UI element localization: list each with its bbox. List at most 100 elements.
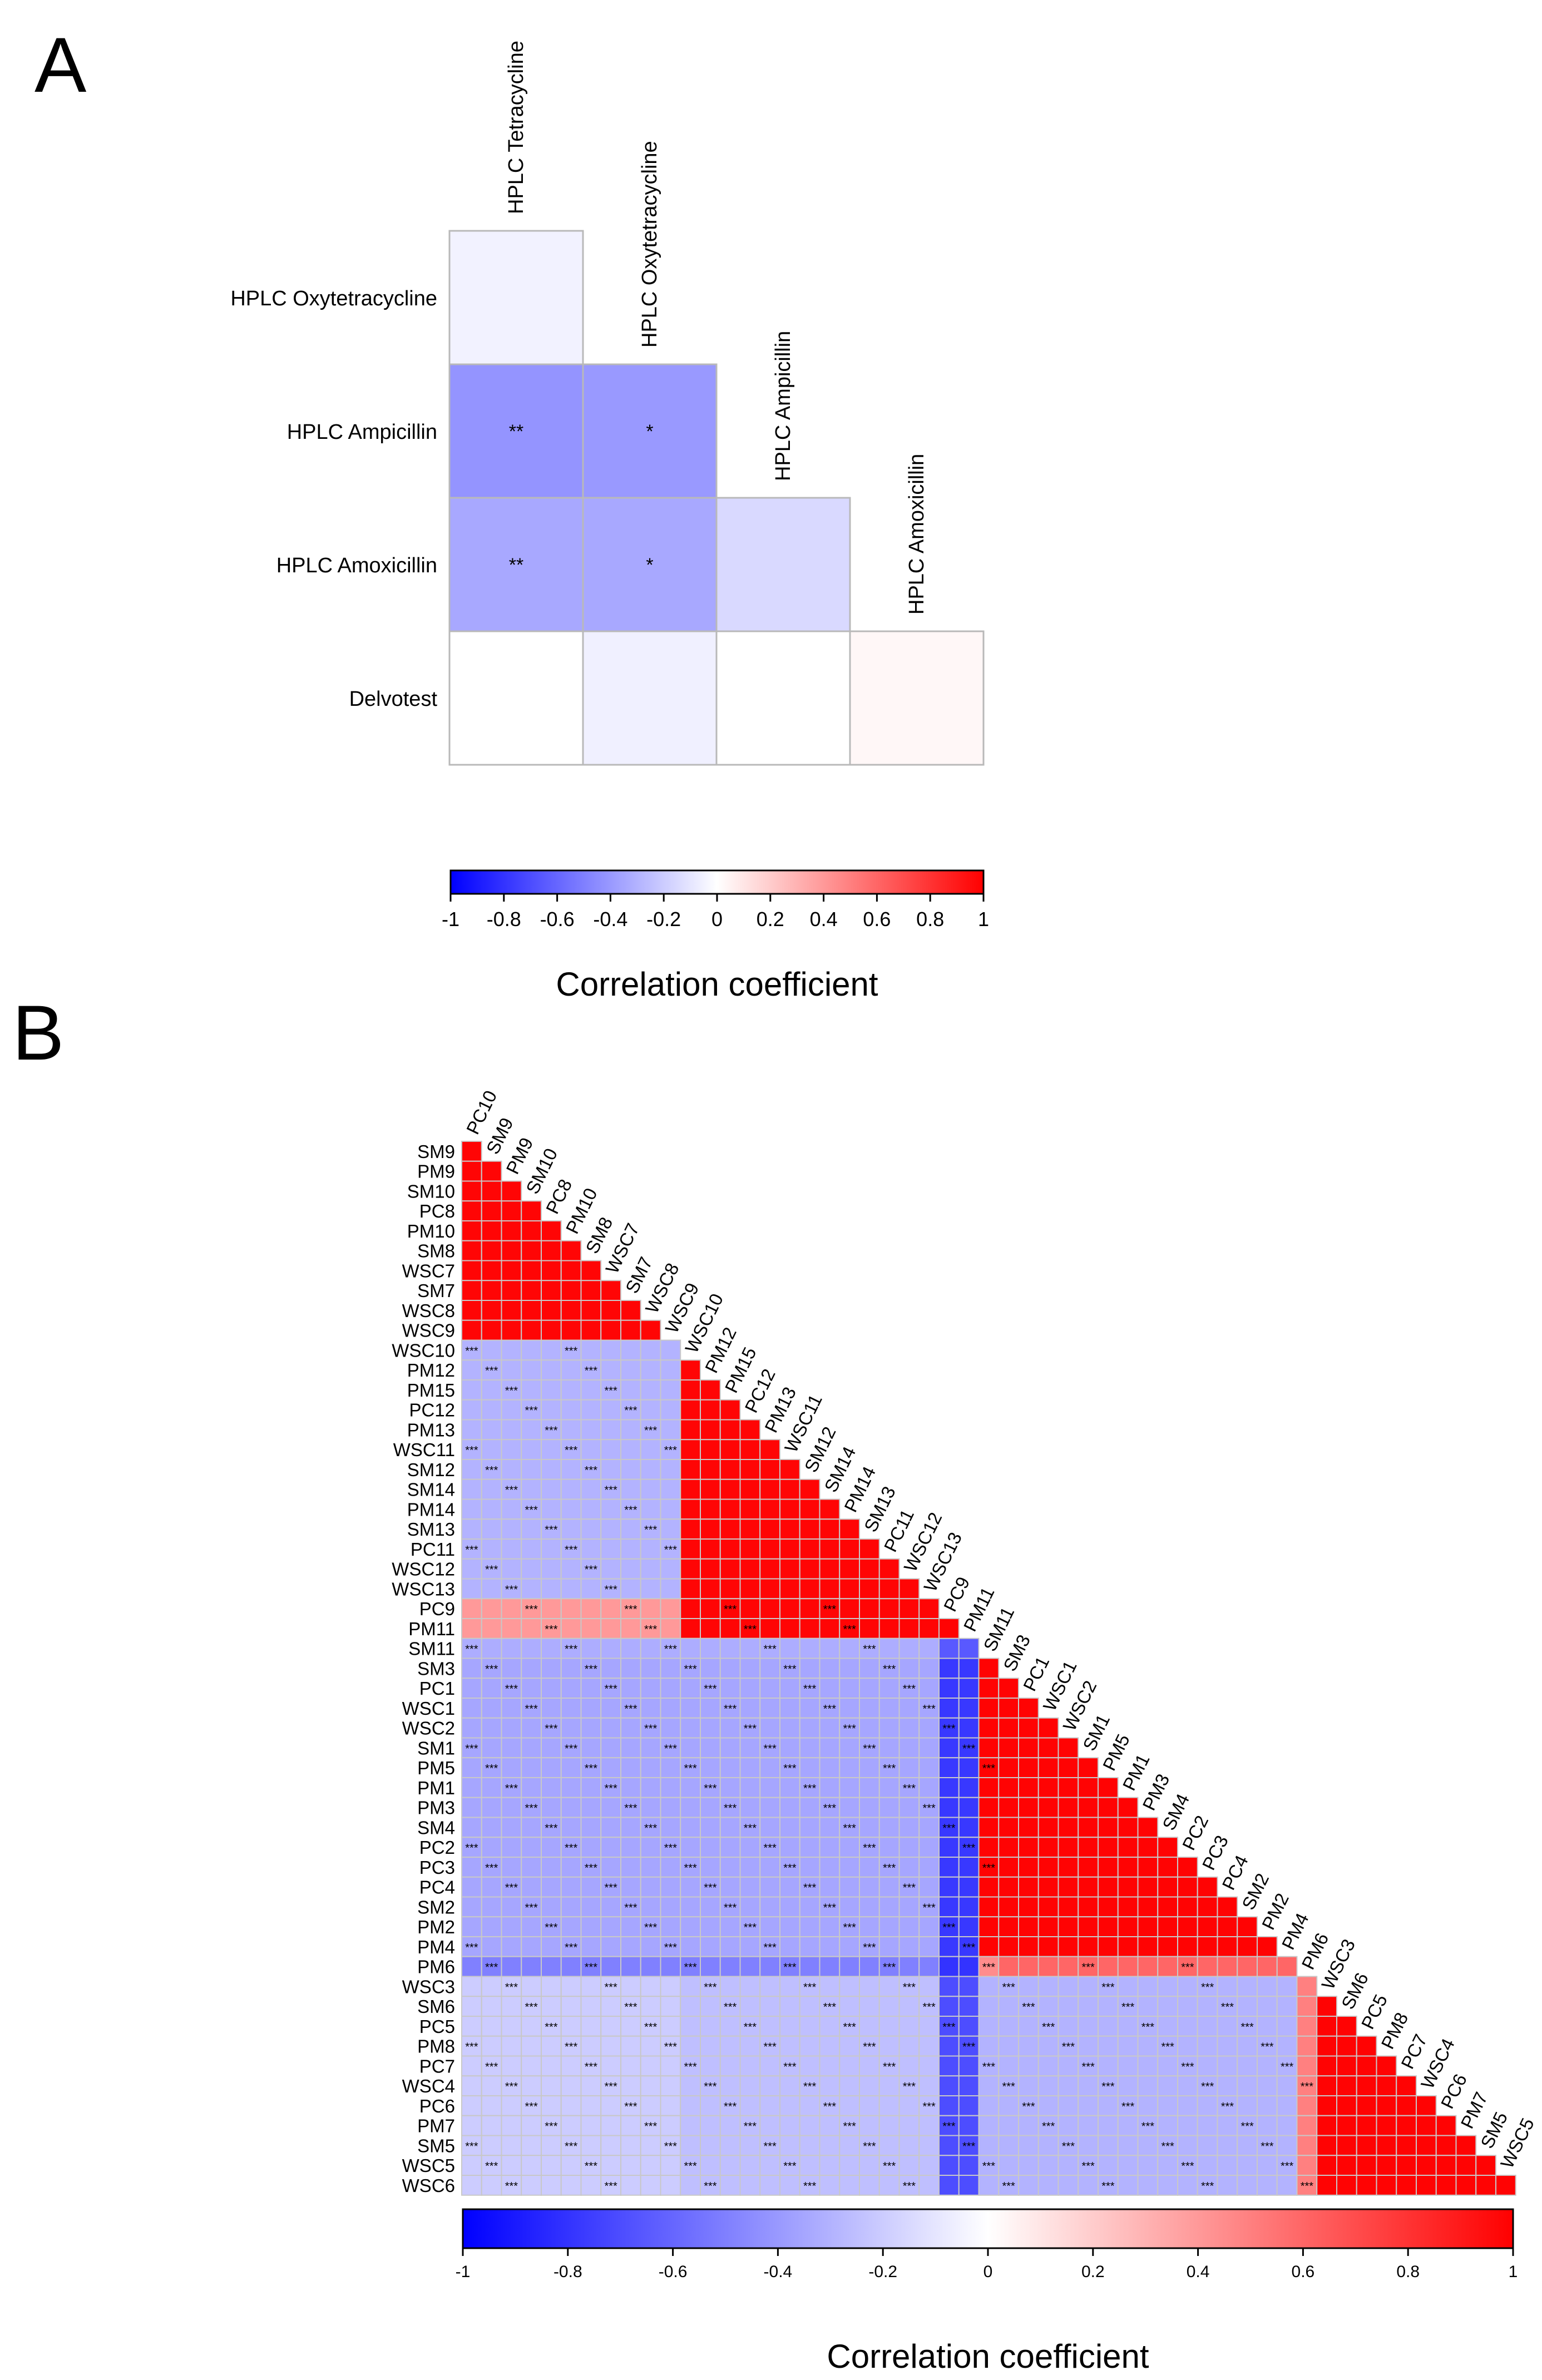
corr-cell xyxy=(1237,2155,1258,2176)
corr-cell xyxy=(600,1837,621,1858)
corr-cell xyxy=(859,1558,880,1580)
corr-cell xyxy=(1037,2135,1059,2156)
corr-cell xyxy=(739,1538,761,1560)
corr-cell xyxy=(799,1996,821,2017)
significance-stars: *** xyxy=(585,1464,598,1477)
corr-cell xyxy=(978,1737,1000,1759)
corr-cell xyxy=(640,1399,661,1421)
corr-cell xyxy=(918,1976,940,1997)
corr-cell xyxy=(819,1637,841,1659)
corr-cell xyxy=(521,1956,542,1977)
corr-cell xyxy=(719,1538,741,1560)
corr-cell xyxy=(859,1956,880,1977)
corr-cell xyxy=(461,1876,482,1898)
corr-cell xyxy=(680,1876,701,1898)
significance-stars: *** xyxy=(585,1862,598,1874)
corr-cell xyxy=(799,1956,821,1977)
corr-cell xyxy=(938,1876,960,1898)
corr-cell xyxy=(501,1359,522,1381)
corr-cell xyxy=(1237,1996,1258,2017)
corr-cell xyxy=(1237,2135,1258,2156)
significance-stars: *** xyxy=(962,2041,976,2054)
corr-cell xyxy=(878,2095,900,2116)
significance-stars: *** xyxy=(803,1882,817,1894)
corr-cell xyxy=(600,1678,621,1699)
corr-cell xyxy=(1157,2115,1178,2136)
significance-stars: *** xyxy=(644,1822,658,1834)
significance-stars: *** xyxy=(803,1783,817,1795)
corr-cell xyxy=(660,2055,681,2077)
corr-cell xyxy=(878,1618,900,1639)
panel-b-cells xyxy=(461,1141,1516,2196)
corr-cell xyxy=(978,1678,1000,1699)
corr-cell xyxy=(839,1637,860,1659)
corr-cell xyxy=(878,1777,900,1798)
corr-cell xyxy=(501,2095,522,2116)
corr-cell xyxy=(799,1698,821,1719)
corr-cell xyxy=(600,1538,621,1560)
significance-stars: *** xyxy=(724,1604,737,1616)
corr-cell xyxy=(481,1558,502,1580)
corr-cell xyxy=(1396,2095,1417,2116)
corr-cell xyxy=(680,1379,701,1401)
corr-cell xyxy=(938,1637,960,1659)
corr-cell xyxy=(521,1558,542,1580)
corr-cell xyxy=(1177,1916,1198,1937)
corr-cell xyxy=(799,1817,821,1838)
corr-cell xyxy=(898,1976,920,1997)
corr-cell xyxy=(859,1538,880,1560)
significance-stars: *** xyxy=(883,1763,896,1775)
corr-cell xyxy=(660,1916,681,1937)
corr-cell xyxy=(580,2135,602,2156)
corr-cell xyxy=(481,1678,502,1699)
corr-cell xyxy=(1098,2035,1119,2057)
colorbar-tick-label: 0 xyxy=(983,2263,993,2281)
corr-cell xyxy=(799,2115,821,2136)
corr-cell xyxy=(898,1757,920,1778)
colorbar-tick-label: 0.4 xyxy=(810,908,838,931)
corr-cell xyxy=(501,1737,522,1759)
corr-cell xyxy=(719,1518,741,1540)
significance-stars: *** xyxy=(1181,2061,1194,2073)
corr-cell xyxy=(1276,2115,1298,2136)
corr-cell xyxy=(918,2115,940,2136)
corr-cell xyxy=(1018,1797,1039,1818)
corr-cell xyxy=(481,1180,502,1202)
significance-stars: *** xyxy=(644,1424,658,1437)
significance-stars: *** xyxy=(664,1644,678,1656)
corr-cell xyxy=(938,2035,960,2057)
corr-cell xyxy=(560,1797,582,1818)
corr-cell xyxy=(898,2035,920,2057)
corr-cell xyxy=(739,2055,761,2077)
significance-stars: *** xyxy=(1101,2081,1115,2093)
corr-cell xyxy=(1217,2175,1238,2196)
corr-cell xyxy=(958,2016,980,2037)
corr-cell xyxy=(779,1478,800,1500)
corr-cell xyxy=(560,1280,582,1301)
corr-cell xyxy=(918,1717,940,1739)
corr-cell xyxy=(1037,1757,1059,1778)
corr-cell xyxy=(600,1956,621,1977)
significance-stars: *** xyxy=(505,2180,518,2193)
corr-cell xyxy=(1237,2016,1258,2037)
significance-stars: *** xyxy=(883,2061,896,2073)
corr-cell xyxy=(1018,2075,1039,2096)
corr-cell xyxy=(799,1857,821,1878)
corr-cell xyxy=(779,1936,800,1957)
corr-cell xyxy=(700,1757,721,1778)
significance-stars: *** xyxy=(783,2061,797,2073)
significance-stars: *** xyxy=(525,1604,538,1616)
corr-cell xyxy=(1057,2135,1079,2156)
corr-cell xyxy=(521,1857,542,1878)
significance-stars: *** xyxy=(585,2061,598,2073)
corr-cell xyxy=(580,1996,602,2017)
colorbar-tick-label: -0.6 xyxy=(659,2263,688,2281)
corr-cell xyxy=(779,1996,800,2017)
corr-cell xyxy=(461,1817,482,1838)
corr-cell xyxy=(938,1896,960,1918)
corr-cell xyxy=(1057,1757,1079,1778)
row-label: HPLC Ampicillin xyxy=(287,420,437,444)
significance-stars: *** xyxy=(505,1385,518,1397)
colorbar-tick-label: 1 xyxy=(1509,2263,1518,2281)
corr-cell xyxy=(481,1976,502,1997)
